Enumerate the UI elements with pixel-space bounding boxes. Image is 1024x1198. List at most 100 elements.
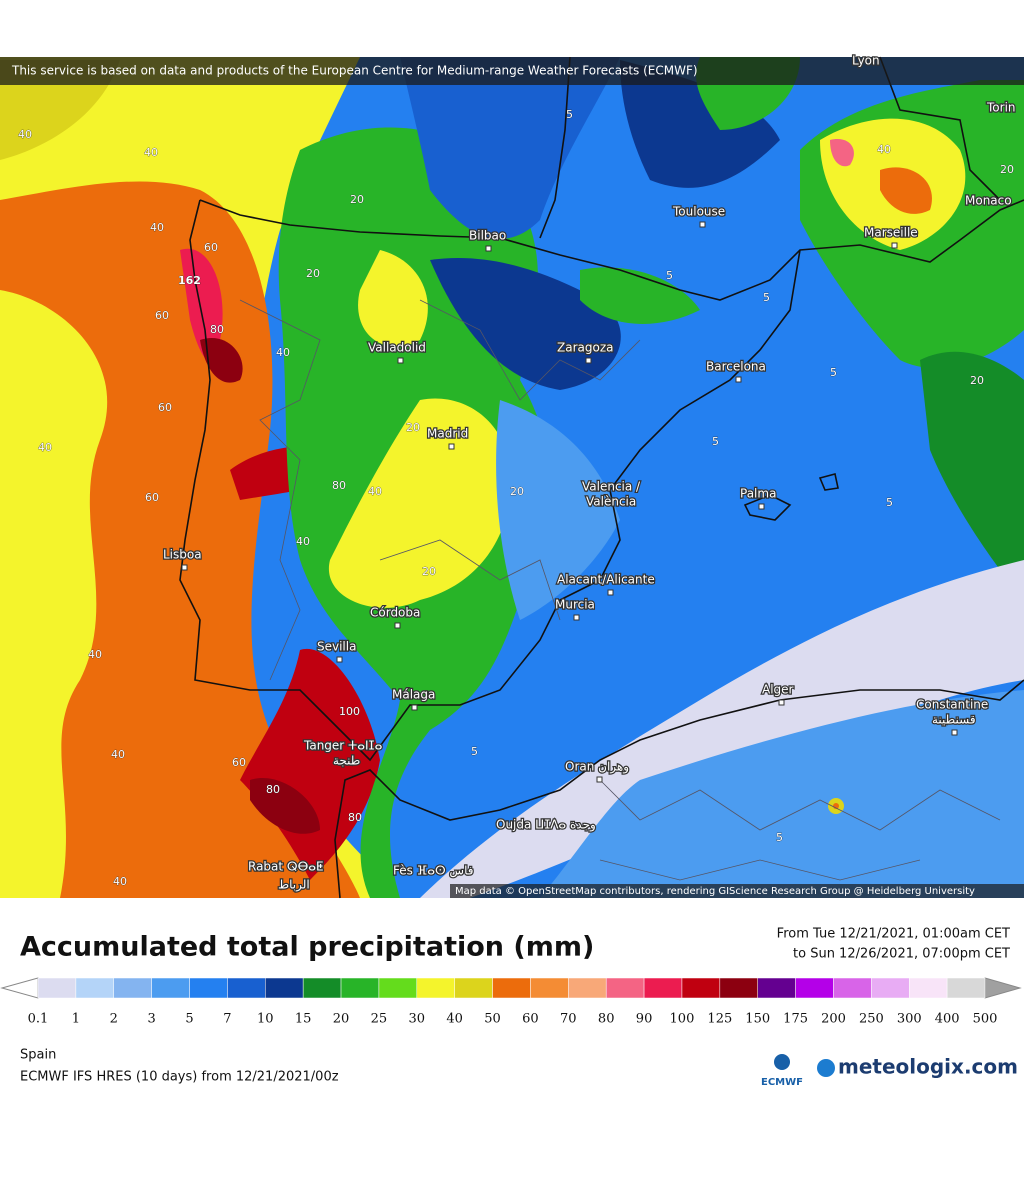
colorbar-label: 100	[670, 1012, 695, 1027]
contour-label: 40	[296, 535, 310, 548]
place-label: Constantine	[916, 698, 988, 712]
colorbar-label: 2	[110, 1012, 118, 1027]
contour-label: 40	[150, 221, 164, 234]
colorbar-label: 60	[522, 1012, 539, 1027]
place-label: Sevilla	[317, 640, 356, 654]
colorbar-swatch	[151, 977, 190, 999]
place-label: Palma	[740, 487, 776, 501]
colorbar-swatch	[871, 977, 910, 999]
place-label: Córdoba	[370, 606, 420, 620]
title: Accumulated total precipitation (mm)	[20, 932, 594, 963]
contour-label: 5	[776, 831, 783, 844]
contour-label: 20	[422, 565, 436, 578]
colorbar-swatch	[340, 977, 380, 999]
logo-ecmwf: ECMWF	[761, 1077, 803, 1088]
place-label: Zaragoza	[557, 341, 613, 355]
contour-label: 5	[712, 435, 719, 448]
colorbar-swatch	[719, 977, 758, 999]
contour-label: 40	[144, 146, 158, 159]
colorbar-label: 70	[560, 1012, 577, 1027]
contour-label: 80	[332, 479, 346, 492]
colorbar-swatch	[113, 977, 152, 999]
place-label: Málaga	[392, 688, 435, 702]
colorbar-swatch	[265, 977, 304, 999]
period-from: From Tue 12/21/2021, 01:00am CET	[777, 927, 1010, 942]
colorbar-label: 5	[185, 1012, 193, 1027]
contour-label: 20	[406, 421, 420, 434]
contour-label: 5	[471, 745, 478, 758]
places: Lyon Torin Toulouse Bilbao Monaco Marsei…	[162, 52, 1017, 894]
contour-label: 40	[368, 485, 382, 498]
contour-labels: 162 40 40 40 60 60 80 40 60 40 60 80 40 …	[18, 108, 1015, 889]
colorbar-swatch	[908, 977, 948, 999]
contour-label: 80	[348, 811, 362, 824]
place-label: Tanger ⵜⴰⵏⵊⴰ	[303, 739, 383, 753]
contour-label: 80	[266, 783, 280, 796]
place-label: Lyon	[852, 54, 880, 68]
colorbar-swatch	[75, 977, 115, 999]
contour-label: 5	[566, 108, 573, 121]
colorbar-label: 90	[636, 1012, 653, 1027]
colorbar-swatch	[946, 977, 986, 999]
contour-label: 20	[510, 485, 524, 498]
place-label: Valladolid	[368, 341, 426, 355]
colorbar-label: 80	[598, 1012, 615, 1027]
colorbar-label: 25	[371, 1012, 388, 1027]
colorbar-label: 400	[935, 1012, 960, 1027]
contour-label: 60	[232, 756, 246, 769]
contour-label: 40	[276, 346, 290, 359]
place-label: Murcia	[555, 598, 595, 612]
colorbar-swatch	[454, 977, 493, 999]
colorbar-swatch	[378, 977, 418, 999]
contour-label: 20	[1000, 163, 1014, 176]
contour-label: 5	[886, 496, 893, 509]
contour-label: 40	[38, 441, 52, 454]
colorbar-label: 300	[897, 1012, 922, 1027]
place-label: Lisboa	[163, 548, 202, 562]
banner: This service is based on data and produc…	[11, 64, 698, 78]
contour-label: 100	[339, 705, 360, 718]
colorbar-swatch	[757, 977, 796, 999]
colorbar-label: 10	[257, 1012, 274, 1027]
contour-label: 60	[204, 241, 218, 254]
place-label: طنجة	[333, 754, 360, 768]
period-to: to Sun 12/26/2021, 07:00pm CET	[793, 947, 1010, 962]
legend: 0.1 1 2 3 5 7 10 15 20 25 30 40 50 60 70 80 90 100 125 150 1…	[0, 977, 1022, 1027]
place-label: Torin	[986, 101, 1016, 115]
place-label: Alger	[762, 683, 794, 697]
colorbar-under	[0, 977, 39, 999]
colorbar-label: 3	[147, 1012, 155, 1027]
colorbar-label: 7	[223, 1012, 231, 1027]
colorbar-label: 500	[973, 1012, 998, 1027]
contour-label: 40	[113, 875, 127, 888]
place-label: Bilbao	[469, 229, 506, 243]
colorbar-swatch	[492, 977, 531, 999]
contour-label: 40	[877, 143, 891, 156]
colorbar-over	[984, 977, 1022, 999]
place-label: Toulouse	[672, 205, 725, 219]
contour-label: 5	[763, 291, 770, 304]
place-label: Monaco	[965, 194, 1012, 208]
contour-label: 60	[155, 309, 169, 322]
logo-meteologix: meteologix.com	[838, 1055, 1018, 1079]
contour-label: 20	[970, 374, 984, 387]
colorbar-label: 150	[745, 1012, 770, 1027]
colorbar-swatch	[568, 977, 607, 999]
place-label: Fès ⴼⴰⵙ فاس	[393, 864, 473, 879]
contour-label: 60	[158, 401, 172, 414]
colorbar-swatch	[227, 977, 266, 999]
colorbar-swatch	[605, 977, 645, 999]
contour-label: 20	[306, 267, 320, 280]
place-label: الرباط	[278, 878, 310, 893]
place-label: Valencia /	[582, 480, 641, 494]
place-label: Barcelona	[706, 360, 766, 374]
place-label: Alacant/Alicante	[557, 573, 655, 587]
colorbar-label: 50	[484, 1012, 501, 1027]
contour-label: 80	[210, 323, 224, 336]
colorbar-swatch	[530, 977, 569, 999]
place-label: Marseille	[864, 226, 918, 240]
colorbar-label: 20	[333, 1012, 350, 1027]
attribution: Map data © OpenStreetMap contributors, r…	[455, 886, 975, 897]
place-label: Madrid	[427, 427, 468, 441]
